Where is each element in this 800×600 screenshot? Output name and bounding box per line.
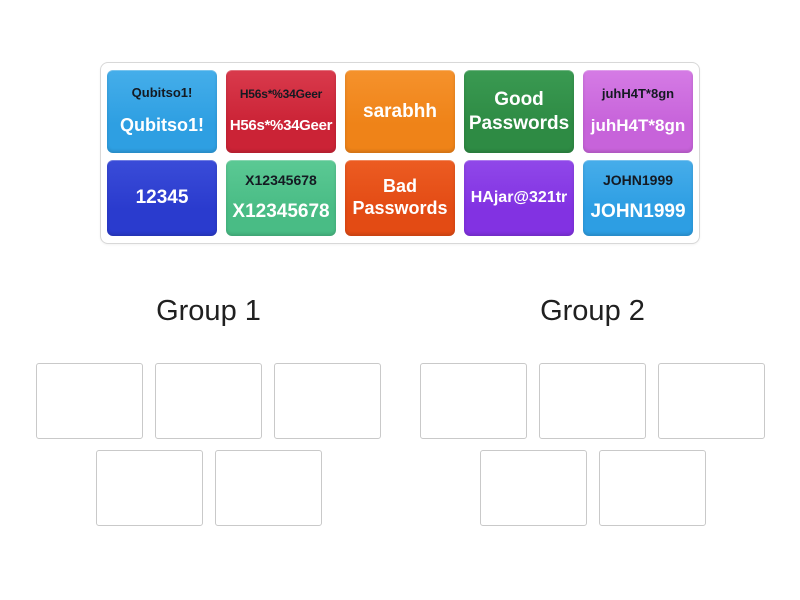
tile-bad-passwords-main-label: Bad Passwords (352, 176, 448, 218)
group-1-slot-1[interactable] (36, 363, 143, 439)
group-2-slot-row-1 (420, 363, 765, 439)
tile-qubitso1-main-label: Qubitso1! (120, 114, 204, 135)
group-1-slot-4[interactable] (95, 450, 203, 526)
tile-12345[interactable]: 12345 (107, 160, 217, 236)
tile-tray: Qubitso1! Qubitso1! H56s*%34Geer H56s*%3… (100, 62, 700, 244)
group-1-slot-2[interactable] (155, 363, 262, 439)
tile-x12345678-main-label: X12345678 (232, 200, 330, 222)
tile-qubitso1[interactable]: Qubitso1! Qubitso1! (107, 70, 217, 153)
tile-good-passwords-main-label: Good Passwords (468, 89, 570, 134)
tile-sarabhh-main-label: sarabhh (363, 100, 437, 122)
tile-john1999[interactable]: JOHN1999 JOHN1999 (583, 160, 693, 236)
tile-12345-main-label: 12345 (135, 187, 189, 209)
tile-john1999-top-label: JOHN1999 (602, 172, 674, 189)
group-2-slot-5[interactable] (598, 450, 706, 526)
tile-sarabhh[interactable]: sarabhh (345, 70, 455, 153)
group-2-slot-2[interactable] (539, 363, 646, 439)
group-2-slot-3[interactable] (658, 363, 765, 439)
tile-h56s-geer[interactable]: H56s*%34Geer H56s*%34Geer (226, 70, 336, 153)
tile-juhh4t8gn[interactable]: juhH4T*8gn juhH4T*8gn (583, 70, 693, 153)
tile-qubitso1-top-label: Qubitso1! (131, 85, 193, 101)
tile-hajar321tr-main-label: HAjar@321tr (470, 189, 568, 207)
group-2-slot-1[interactable] (420, 363, 527, 439)
tile-x12345678-top-label: X12345678 (245, 172, 317, 189)
tile-h56s-geer-main-label: H56s*%34Geer (229, 116, 333, 134)
group-1-slot-row-2 (95, 450, 322, 526)
tile-x12345678[interactable]: X12345678 X12345678 (226, 160, 336, 236)
group-2-slot-4[interactable] (479, 450, 587, 526)
group-2-slot-row-2 (479, 450, 706, 526)
tile-hajar321tr[interactable]: HAjar@321tr (464, 160, 574, 236)
group-1-slot-5[interactable] (214, 450, 322, 526)
tile-bad-passwords[interactable]: Bad Passwords (345, 160, 455, 236)
group-1-slot-row-1 (36, 363, 381, 439)
tile-h56s-geer-top-label: H56s*%34Geer (239, 86, 323, 101)
group-2-area: Group 2 (420, 296, 765, 526)
group-1-slot-3[interactable] (274, 363, 381, 439)
tile-john1999-main-label: JOHN1999 (590, 200, 686, 222)
tile-good-passwords[interactable]: Good Passwords (464, 70, 574, 153)
tile-juhh4t8gn-top-label: juhH4T*8gn (601, 85, 675, 101)
group-1-title: Group 1 (156, 295, 261, 327)
group-1-area: Group 1 (36, 296, 381, 526)
group-2-title: Group 2 (540, 295, 645, 327)
tile-juhh4t8gn-main-label: juhH4T*8gn (590, 115, 686, 135)
